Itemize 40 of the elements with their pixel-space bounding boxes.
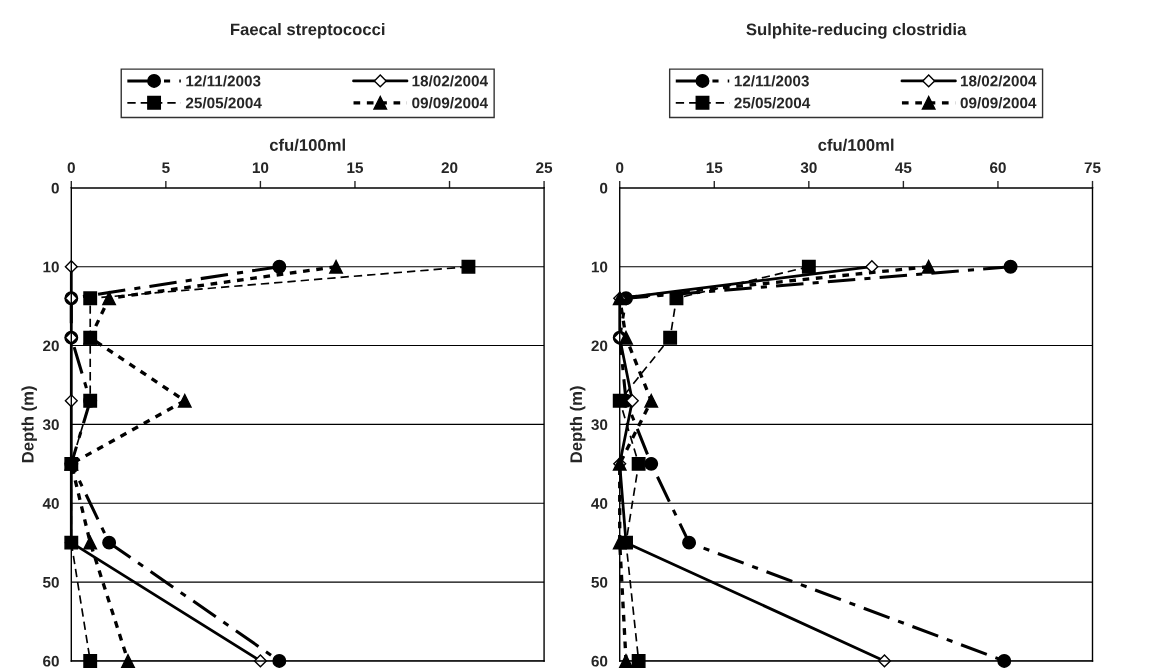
y-tick-label: 30 [42,419,59,431]
y-axis-title: Depth (m) [21,386,37,463]
legend-label: 18/02/2004 [412,75,488,87]
y-tick-label: 50 [591,576,608,588]
y-tick-label: 60 [591,655,608,667]
x-tick-label: 45 [895,162,912,174]
x-tick-label: 5 [162,162,170,174]
x-tick-label: 75 [1084,162,1101,174]
x-tick-label: 30 [800,162,817,174]
y-tick-label: 0 [600,182,608,194]
chart-title: Faecal streptococci [231,23,385,39]
x-tick-label: 10 [252,162,269,174]
x-tick-label: 0 [67,162,75,174]
legend-label: 12/11/2003 [186,75,261,87]
y-tick-label: 40 [591,498,608,509]
x-tick-label: 15 [347,162,364,174]
y-tick-label: 50 [42,576,59,588]
y-axis-title: Depth (m) [569,386,586,463]
y-tick-label: 10 [591,261,608,273]
x-tick-label: 60 [990,162,1006,174]
y-tick-label: 60 [43,655,59,667]
legend-label: 18/02/2004 [960,75,1037,87]
x-tick-label: 0 [616,162,624,174]
x-tick-label: 15 [706,162,723,174]
y-tick-label: 20 [43,340,59,352]
chart-title: Sulphite-reducing clostridia [746,23,967,39]
legend-label: 09/09/2004 [960,97,1037,109]
y-tick-label: 10 [43,261,59,273]
y-tick-label: 30 [591,419,608,431]
legend-label: 25/05/2004 [734,97,811,109]
x-axis-title: cfu/100ml [269,138,345,152]
y-tick-label: 40 [42,498,59,509]
y-tick-label: 20 [591,340,608,352]
x-tick-label: 25 [536,162,553,174]
x-axis-title: cfu/100ml [818,138,894,152]
legend-label: 12/11/2003 [734,75,809,87]
x-tick-label: 20 [441,162,458,174]
legend-label: 09/09/2004 [412,97,488,109]
y-tick-label: 0 [51,182,59,194]
legend-label: 25/05/2004 [185,97,262,109]
